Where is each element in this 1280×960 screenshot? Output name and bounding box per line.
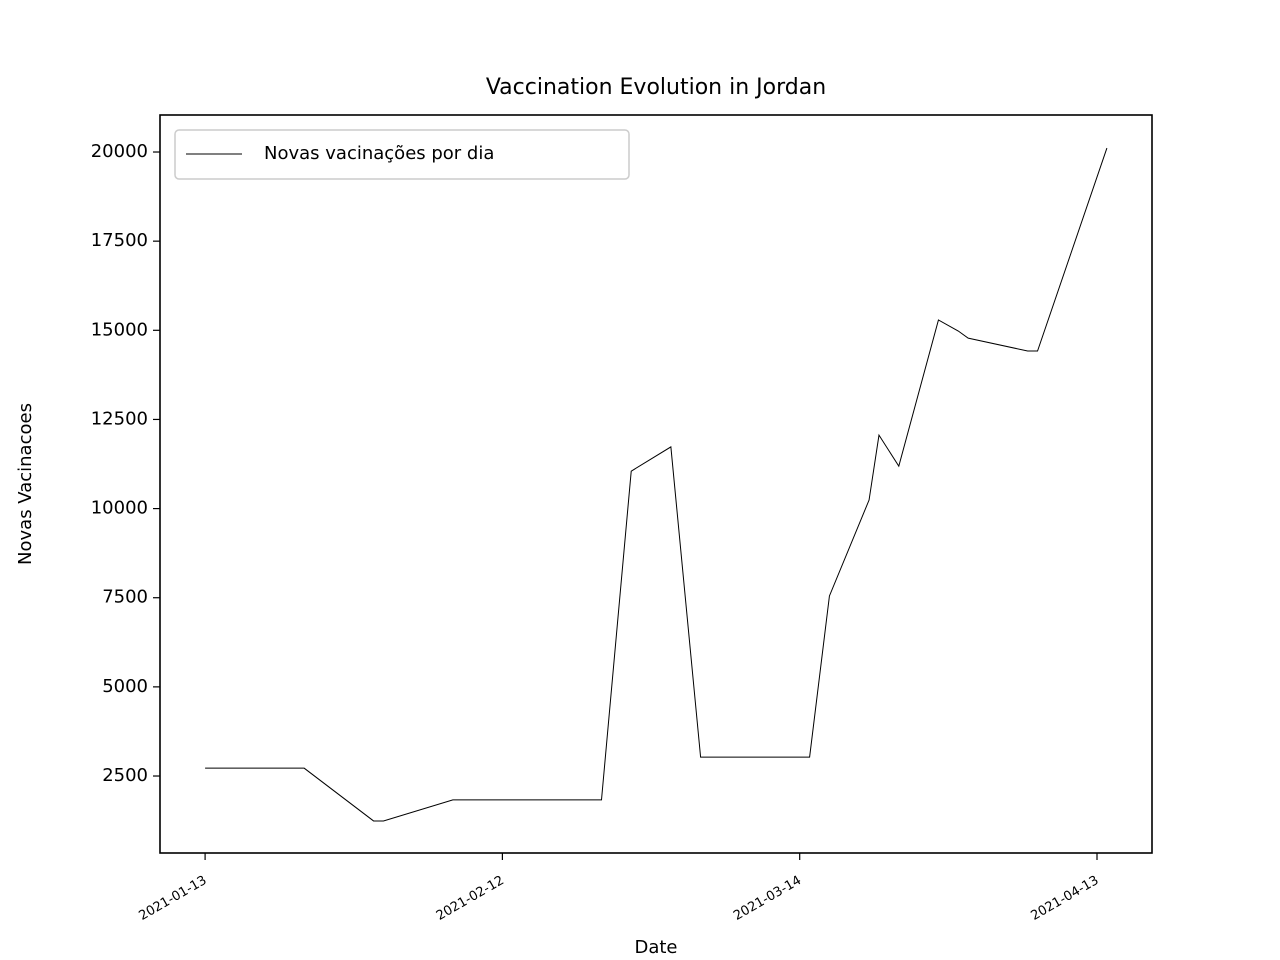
y-tick-label: 7500 — [102, 587, 148, 608]
y-tick-label: 2500 — [102, 765, 148, 786]
y-tick-label: 10000 — [91, 498, 148, 519]
legend-box — [174, 129, 630, 180]
y-tick-label: 5000 — [102, 676, 148, 697]
legend-label: Novas vacinações por dia — [264, 143, 494, 164]
y-tick-label: 20000 — [91, 141, 148, 162]
y-tick-label: 15000 — [91, 319, 148, 340]
plot-frame — [159, 114, 1153, 854]
chart-title: Vaccination Evolution in Jordan — [486, 75, 826, 100]
y-tick-label: 17500 — [91, 230, 148, 251]
data-line — [205, 147, 1108, 822]
legend: Novas vacinações por dia — [174, 129, 630, 180]
x-axis-label: Date — [634, 937, 677, 958]
y-axis-label: Novas Vacinacoes — [15, 403, 36, 565]
y-tick-label: 12500 — [91, 408, 148, 429]
